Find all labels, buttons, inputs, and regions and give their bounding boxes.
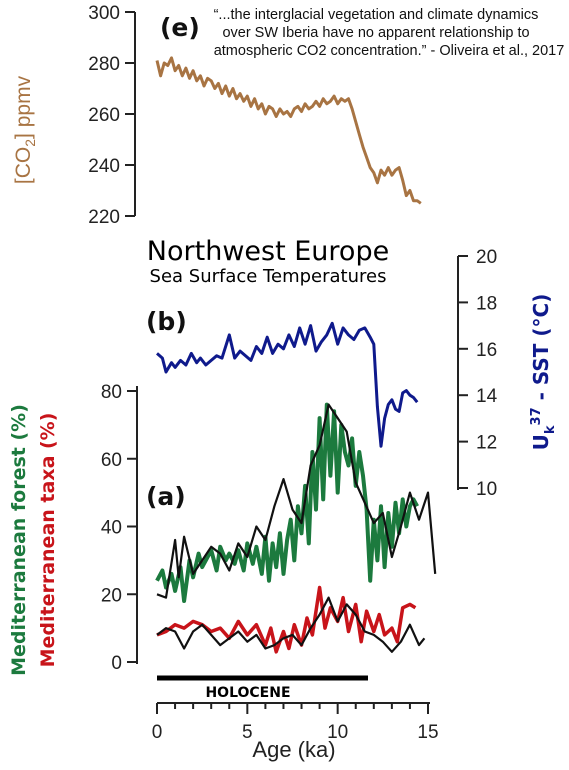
age-x-axis: 0 5 10 15 Age (ka) [152, 702, 439, 762]
forest-black-series-line [156, 403, 437, 599]
co2-tick-label: 240 [88, 156, 120, 177]
sst-tick-label: 18 [476, 293, 497, 314]
panel-label-a: (a) [146, 482, 186, 511]
quote-line-2: over SW Iberia have no apparent relation… [222, 25, 529, 41]
taxa-series-line [156, 585, 417, 654]
sst-axis-label: Uk37 - SST (°C) [529, 294, 558, 451]
forest-tick-label: 0 [111, 653, 122, 674]
quote-line-3: atmospheric CO2 concentration.” - Olivei… [214, 43, 565, 59]
panel-a: 0 20 40 60 80 (a) Mediterranean forest (%) M… [8, 382, 437, 676]
taxa-axis-label: Mediterranean taxa (%) [37, 413, 59, 668]
age-tick-label: 0 [152, 722, 163, 743]
co2-tick-label: 280 [88, 54, 120, 75]
co2-series-line [155, 56, 422, 205]
quote-block: “...the interglacial vegetation and clim… [214, 7, 565, 59]
sst-ticks: 10 12 14 16 18 20 [458, 247, 498, 500]
panel-e: 220 240 260 280 300 (e) [CO2] ppmv [12, 3, 422, 228]
forest-tick-label: 80 [101, 382, 122, 403]
age-ticks: 0 5 10 15 [152, 703, 439, 743]
forest-tick-label: 60 [101, 450, 122, 471]
age-tick-label: 10 [327, 722, 348, 743]
co2-tick-label: 300 [88, 3, 120, 24]
panel-label-b: (b) [146, 307, 187, 336]
sst-tick-label: 14 [476, 386, 498, 407]
sst-tick-label: 16 [476, 340, 497, 361]
co2-tick-label: 260 [88, 105, 120, 126]
forest-ticks: 0 20 40 60 80 [101, 382, 137, 674]
sst-tick-label: 12 [476, 433, 497, 454]
sst-series-line [156, 321, 419, 448]
quote-line-1: “...the interglacial vegetation and clim… [214, 7, 539, 23]
age-tick-label: 15 [417, 722, 438, 743]
main-title: Northwest Europe [147, 236, 389, 267]
age-tick-label: 5 [242, 722, 253, 743]
age-axis-label: Age (ka) [252, 737, 335, 762]
forest-tick-label: 20 [101, 585, 122, 606]
co2-ticks: 220 240 260 280 300 [88, 3, 135, 228]
forest-axis-label: Mediterranean forest (%) [8, 404, 30, 676]
co2-axis-label: [CO2] ppmv [12, 75, 38, 184]
taxa-black-series-line [156, 596, 426, 653]
sst-tick-label: 10 [476, 479, 497, 500]
sst-tick-label: 20 [476, 247, 497, 268]
holocene-label: HOLOCENE [205, 685, 290, 701]
forest-tick-label: 40 [101, 518, 122, 539]
holocene-marker: HOLOCENE [157, 675, 368, 701]
sub-title: Sea Surface Temperatures [150, 266, 387, 287]
co2-tick-label: 220 [88, 207, 120, 228]
panel-label-e: (e) [160, 13, 200, 42]
forest-series-line [155, 402, 419, 603]
